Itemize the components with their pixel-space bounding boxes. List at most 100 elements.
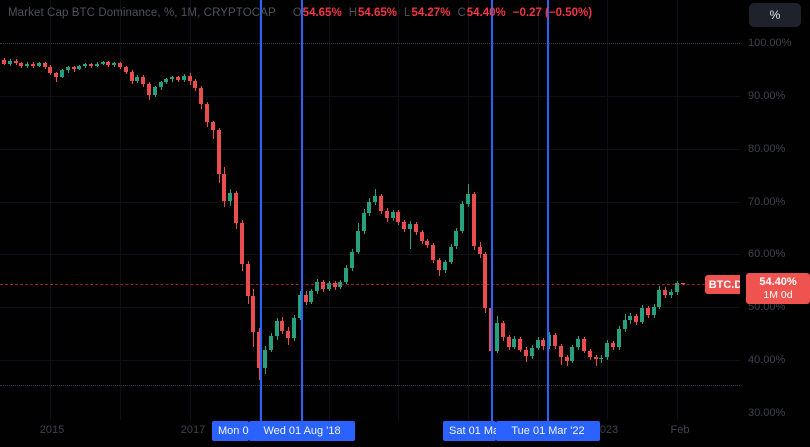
- percent-scale-button[interactable]: %: [749, 3, 801, 27]
- candle-body: [333, 282, 337, 288]
- candle-body: [234, 193, 238, 223]
- time-axis[interactable]: [0, 420, 740, 447]
- chart-legend[interactable]: Market Cap BTC Dominance, %, 1M, CRYPTOC…: [8, 6, 592, 20]
- candle-body: [373, 195, 377, 203]
- current-price-line: [0, 284, 740, 286]
- candle-body: [385, 211, 389, 219]
- candle-body: [565, 356, 569, 361]
- candle-body: [588, 350, 592, 357]
- time-axis-label: 2017: [180, 424, 206, 436]
- candle-body: [605, 342, 609, 358]
- candle-body: [379, 195, 383, 212]
- event-vertical-line[interactable]: [301, 0, 303, 421]
- candle-body: [286, 330, 290, 339]
- event-vertical-line[interactable]: [491, 0, 493, 421]
- candle-body: [83, 64, 87, 67]
- candle-body: [327, 282, 331, 290]
- candle-body: [222, 174, 226, 202]
- candle-body: [48, 66, 52, 74]
- candle-body: [280, 321, 284, 331]
- event-date-tag[interactable]: Mon 0: [212, 421, 249, 441]
- candle-body: [530, 347, 534, 356]
- candle-body: [367, 202, 371, 213]
- candle-body: [164, 79, 168, 83]
- candle-body: [657, 289, 661, 307]
- event-date-tag[interactable]: Sat 01 Ma: [443, 421, 496, 441]
- candle-body: [54, 73, 58, 77]
- candle-body: [246, 263, 250, 297]
- candle-body: [135, 76, 139, 82]
- candle-body: [130, 71, 134, 82]
- candle-body: [431, 244, 435, 260]
- candle-body: [675, 282, 679, 292]
- candle-body: [408, 223, 412, 230]
- candle-body: [617, 328, 621, 348]
- ohlc-key: H: [348, 7, 357, 19]
- candle-body: [217, 129, 221, 175]
- candle-body: [547, 334, 551, 347]
- gridline-vertical: [120, 0, 121, 420]
- symbol-title: Market Cap BTC Dominance, %, 1M, CRYPTOC…: [8, 7, 276, 19]
- event-vertical-line[interactable]: [260, 0, 262, 421]
- candle-body: [594, 356, 598, 360]
- ohlc-value: 54.27%: [411, 7, 451, 19]
- time-axis-label: 2015: [39, 424, 65, 436]
- gridline-vertical: [259, 0, 260, 420]
- gridline-horizontal: [0, 360, 740, 362]
- candle-body: [298, 294, 302, 318]
- candle-body: [669, 291, 673, 296]
- time-axis-label: 023: [599, 424, 619, 436]
- candle-body: [663, 289, 667, 296]
- candle-body: [31, 63, 35, 66]
- candle-body: [640, 307, 644, 323]
- price-axis[interactable]: % 54.40% 1M 0d 100.00% 90.00% 80.00% 70.00%…: [740, 0, 810, 447]
- candle-body: [483, 253, 487, 309]
- gridline-vertical: [398, 0, 399, 420]
- candle-body: [112, 63, 116, 66]
- candle-body: [396, 212, 400, 222]
- candle-body: [559, 346, 563, 357]
- candle-body: [176, 77, 180, 80]
- candle-body: [501, 323, 505, 338]
- price-axis-label: 50.00%: [748, 301, 786, 314]
- candle-body: [199, 87, 203, 105]
- candle-body: [570, 346, 574, 361]
- candle-body: [460, 204, 464, 231]
- candle-body: [292, 317, 296, 339]
- candle-body: [205, 104, 209, 123]
- gridline-vertical: [538, 0, 539, 420]
- change-value: −0.27 (−0.50%): [512, 7, 593, 19]
- ohlc-key: C: [457, 7, 466, 19]
- ohlc-key: O: [292, 7, 302, 19]
- candle-body: [43, 63, 47, 67]
- event-date-tag[interactable]: Wed 01 Aug '18: [249, 421, 355, 441]
- candle-body: [2, 59, 6, 65]
- event-vertical-line[interactable]: [547, 0, 549, 421]
- chart-canvas[interactable]: Market Cap BTC Dominance, %, 1M, CRYPTOC…: [0, 0, 746, 421]
- candle-body: [188, 75, 192, 82]
- candle-body: [228, 193, 232, 202]
- candle-body: [25, 63, 29, 67]
- candle-body: [478, 246, 482, 254]
- event-date-tag[interactable]: Tue 01 Mar '22: [496, 421, 600, 441]
- candle-body: [634, 315, 638, 323]
- ohlc-value: 54.65%: [302, 7, 342, 19]
- gridline-vertical: [329, 0, 330, 420]
- candle-body: [402, 221, 406, 230]
- candle-body: [304, 294, 308, 302]
- candle-wick: [567, 354, 568, 367]
- candle-body: [37, 63, 41, 66]
- gridline-horizontal: [0, 254, 740, 256]
- candle-body: [536, 340, 540, 348]
- candle-body: [309, 291, 313, 302]
- candle-body: [240, 222, 244, 264]
- candle-body: [60, 70, 64, 77]
- gridline-horizontal: [0, 95, 740, 97]
- candle-body: [623, 319, 627, 329]
- candle-body: [159, 82, 163, 88]
- candle-body: [124, 67, 128, 72]
- price-axis-label: 80.00%: [748, 142, 786, 155]
- candle-wick: [410, 220, 411, 249]
- price-axis-label: 90.00%: [748, 89, 786, 102]
